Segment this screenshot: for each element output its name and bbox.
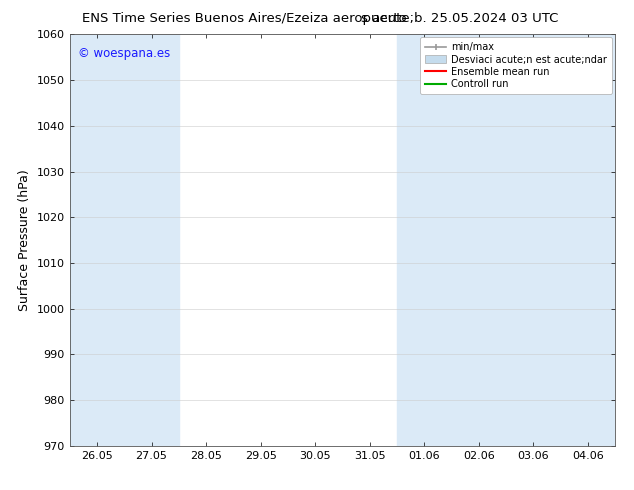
Text: © woespana.es: © woespana.es [78, 47, 170, 60]
Bar [506, 34, 615, 446]
Y-axis label: Surface Pressure (hPa): Surface Pressure (hPa) [18, 169, 31, 311]
Legend: min/max, Desviaci acute;n est acute;ndar, Ensemble mean run, Controll run: min/max, Desviaci acute;n est acute;ndar… [420, 37, 612, 94]
Bar [70, 34, 179, 446]
Bar [397, 34, 506, 446]
Text: s acute;b. 25.05.2024 03 UTC: s acute;b. 25.05.2024 03 UTC [361, 12, 558, 25]
Text: ENS Time Series Buenos Aires/Ezeiza aeropuerto: ENS Time Series Buenos Aires/Ezeiza aero… [82, 12, 407, 25]
